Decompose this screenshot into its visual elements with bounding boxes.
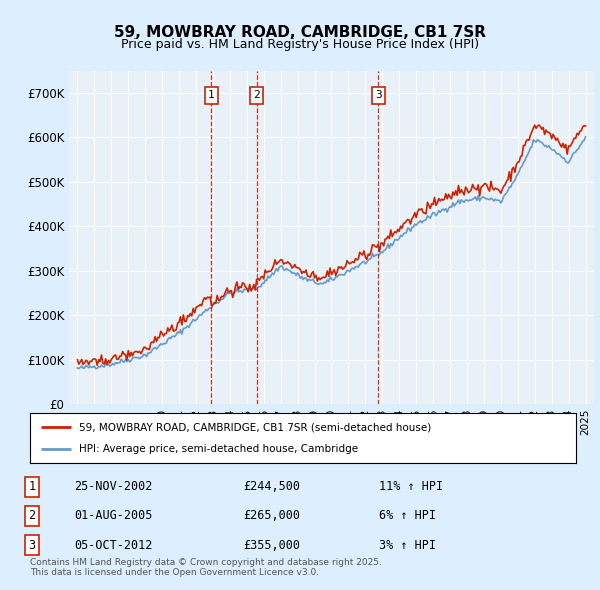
Text: Contains HM Land Registry data © Crown copyright and database right 2025.
This d: Contains HM Land Registry data © Crown c… — [30, 558, 382, 577]
Text: 3: 3 — [375, 90, 382, 100]
Text: 05-OCT-2012: 05-OCT-2012 — [74, 539, 153, 552]
Text: 2: 2 — [253, 90, 260, 100]
Text: 2: 2 — [29, 509, 35, 523]
Text: HPI: Average price, semi-detached house, Cambridge: HPI: Average price, semi-detached house,… — [79, 444, 358, 454]
Text: 6% ↑ HPI: 6% ↑ HPI — [379, 509, 436, 523]
Text: 01-AUG-2005: 01-AUG-2005 — [74, 509, 153, 523]
Text: 11% ↑ HPI: 11% ↑ HPI — [379, 480, 443, 493]
Text: 25-NOV-2002: 25-NOV-2002 — [74, 480, 153, 493]
Text: 1: 1 — [29, 480, 35, 493]
Text: Price paid vs. HM Land Registry's House Price Index (HPI): Price paid vs. HM Land Registry's House … — [121, 38, 479, 51]
Text: 59, MOWBRAY ROAD, CAMBRIDGE, CB1 7SR (semi-detached house): 59, MOWBRAY ROAD, CAMBRIDGE, CB1 7SR (se… — [79, 422, 431, 432]
Text: £265,000: £265,000 — [244, 509, 301, 523]
Text: 3% ↑ HPI: 3% ↑ HPI — [379, 539, 436, 552]
Text: £244,500: £244,500 — [244, 480, 301, 493]
Text: 1: 1 — [208, 90, 215, 100]
Text: 3: 3 — [29, 539, 35, 552]
Text: 59, MOWBRAY ROAD, CAMBRIDGE, CB1 7SR: 59, MOWBRAY ROAD, CAMBRIDGE, CB1 7SR — [114, 25, 486, 40]
Text: £355,000: £355,000 — [244, 539, 301, 552]
